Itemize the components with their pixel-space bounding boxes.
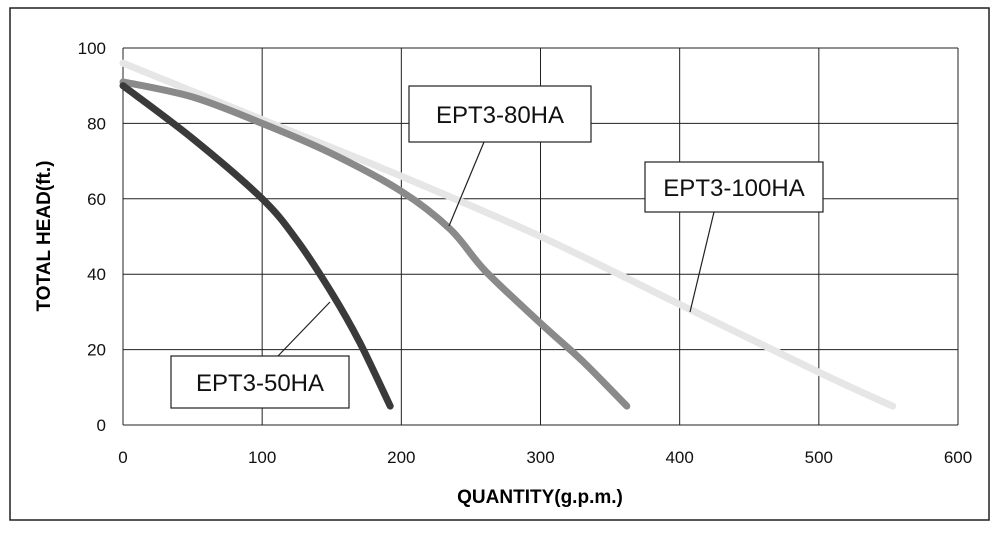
callout-leader-line <box>277 301 331 357</box>
series-lines <box>119 59 897 410</box>
y-tick-label: 80 <box>87 114 106 133</box>
x-tick-label: 100 <box>248 448 276 467</box>
y-tick-label: 20 <box>87 341 106 360</box>
x-tick-label: 200 <box>387 448 415 467</box>
y-tick-label: 60 <box>87 190 106 209</box>
callout-leader-line <box>689 211 715 313</box>
x-axis-title: QUANTITY(g.p.m.) <box>457 487 623 508</box>
x-tick-label: 300 <box>526 448 554 467</box>
y-axis-title: TOTAL HEAD(ft.) <box>34 161 55 312</box>
x-tick-label: 400 <box>665 448 693 467</box>
callout-ept3-50ha-label: EPT3-50HA <box>196 370 324 397</box>
x-tick-label: 500 <box>805 448 833 467</box>
callout-ept3-100ha-label: EPT3-100HA <box>663 175 804 202</box>
callout-ept3-80ha-label: EPT3-80HA <box>436 102 564 129</box>
y-tick-label: 0 <box>97 416 106 435</box>
callout-ept3-80ha-box <box>408 85 592 143</box>
y-tick-label: 100 <box>78 39 106 58</box>
callout-ept3-50ha-box <box>170 355 350 409</box>
series-line-ept3-100ha <box>119 59 897 410</box>
callout-leader-line <box>448 141 485 227</box>
x-tick-label: 0 <box>118 448 127 467</box>
series-line-ept3-50ha <box>119 82 394 410</box>
y-tick-label: 40 <box>87 265 106 284</box>
tick-labels: 0 100 200 300 400 500 600 0 20 40 60 80 100 <box>78 39 973 467</box>
x-tick-label: 600 <box>944 448 972 467</box>
callouts: EPT3-50HA EPT3-80HA EPT3-100HA <box>170 85 824 409</box>
series-line-ept3-80ha <box>119 78 631 410</box>
callout-ept3-100ha-box <box>644 161 824 213</box>
